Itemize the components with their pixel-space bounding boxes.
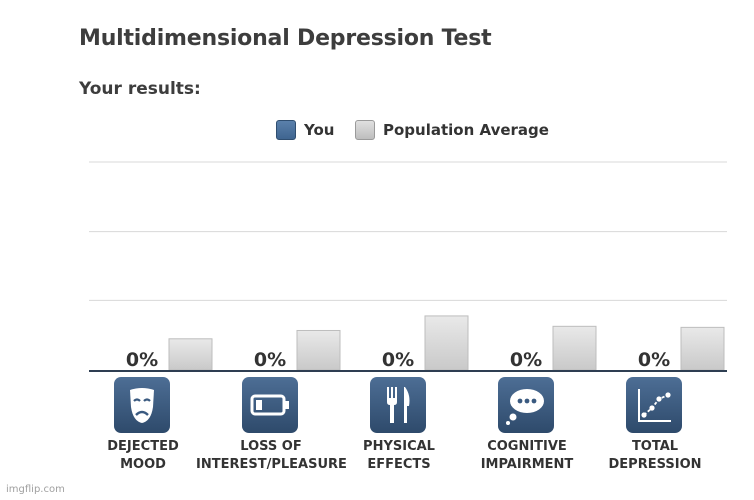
category-label-dejected-mood: DEJECTED MOOD <box>107 439 179 472</box>
page-title: Multidimensional Depression Test <box>79 26 492 51</box>
fork-knife-icon <box>370 377 426 433</box>
legend-label-average: Population Average <box>383 121 549 139</box>
bar-population-average-1 <box>168 338 213 371</box>
line-graph-icon <box>626 377 682 433</box>
data-label-you-1: 0% <box>126 349 158 371</box>
category-label-loss-of-interest: LOSS OF INTEREST/PLEASURE <box>196 439 347 472</box>
bar-population-average-4 <box>552 325 597 371</box>
bar-population-average-5 <box>680 326 725 371</box>
category-label-physical-effects: PHYSICAL EFFECTS <box>363 439 435 472</box>
bar-population-average-2 <box>296 329 341 371</box>
category-label-total-depression: TOTAL DEPRESSION <box>608 439 702 472</box>
data-label-you-3: 0% <box>382 349 414 371</box>
results-heading: Your results: <box>79 79 201 99</box>
legend-swatch-average <box>355 120 375 140</box>
bar-population-average-3 <box>424 315 469 371</box>
watermark: imgflip.com <box>6 484 65 495</box>
low-battery-icon <box>242 377 298 433</box>
legend-item-average: Population Average <box>355 119 549 141</box>
legend-swatch-you <box>276 120 296 140</box>
legend-item-you: You <box>276 119 334 141</box>
data-label-you-5: 0% <box>638 349 670 371</box>
data-label-you-2: 0% <box>254 349 286 371</box>
theater-mask-icon <box>114 377 170 433</box>
category-label-cognitive-impairment: COGNITIVE IMPAIRMENT <box>480 439 574 472</box>
legend-label-you: You <box>304 121 335 139</box>
thought-bubble-icon <box>498 377 554 433</box>
data-label-you-4: 0% <box>510 349 542 371</box>
